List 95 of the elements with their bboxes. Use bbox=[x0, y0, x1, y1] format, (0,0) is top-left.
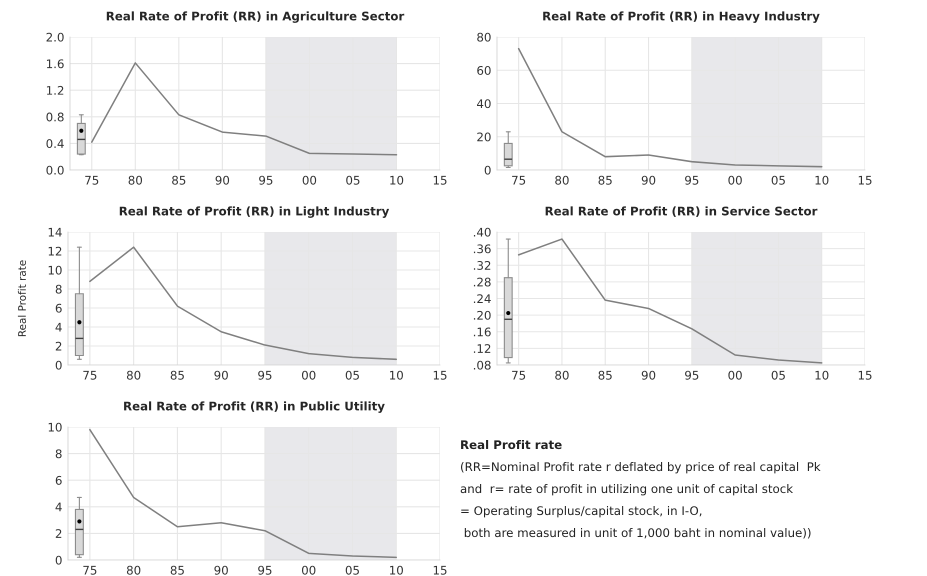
x-tick-label: 05 bbox=[346, 370, 359, 380]
x-tick-label: 90 bbox=[214, 370, 228, 380]
x-tick-label: 85 bbox=[598, 370, 612, 380]
y-tick-label: 20 bbox=[477, 132, 491, 142]
chart-title: Real Rate of Profit (RR) in Agriculture Sector bbox=[106, 11, 404, 23]
x-tick-label: 85 bbox=[598, 176, 612, 185]
x-tick-label: 95 bbox=[685, 176, 698, 185]
text: = Operating Surplus/capital stock, in I-O, bbox=[461, 506, 702, 518]
y-tick-label: .32 bbox=[474, 260, 490, 270]
y-tick-label: 2 bbox=[56, 342, 62, 350]
y-tick-label: .08 bbox=[474, 360, 491, 370]
x-tick-label: 00 bbox=[302, 566, 316, 575]
line-series bbox=[89, 428, 397, 558]
x-tick-label: 10 bbox=[390, 370, 403, 380]
x-tick-label: 10 bbox=[815, 176, 828, 185]
x-tick-label: 95 bbox=[685, 370, 698, 380]
line-series bbox=[518, 238, 822, 364]
y-tick-label: .40 bbox=[474, 228, 491, 237]
x-tick-label: 15 bbox=[434, 370, 446, 380]
text: (RR=Nominal Profit rate r deflated by price of real capital Pk bbox=[461, 462, 821, 474]
y-tick-label: 40 bbox=[477, 99, 491, 108]
x-tick-label: 00 bbox=[302, 370, 316, 380]
y-tick-label: 80 bbox=[477, 32, 491, 42]
x-tick-label: 80 bbox=[555, 176, 569, 185]
x-tick-label: 75 bbox=[512, 176, 526, 185]
y-tick-label: 0.0 bbox=[46, 166, 64, 175]
y-tick-label: 8 bbox=[56, 449, 62, 458]
y-tick-label: .28 bbox=[474, 278, 491, 287]
x-tick-label: 90 bbox=[642, 176, 656, 185]
y-tick-label: 60 bbox=[477, 66, 491, 75]
x-tick-label: 90 bbox=[216, 176, 230, 185]
y-tick-label: .16 bbox=[474, 327, 491, 336]
x-tick-label: 75 bbox=[512, 370, 526, 380]
x-tick-label: 05 bbox=[772, 176, 785, 185]
x-tick-label: 05 bbox=[772, 370, 785, 380]
y-tick-label: 0.8 bbox=[46, 112, 64, 122]
y-tick-label: 2.0 bbox=[46, 32, 64, 42]
y-tick-label: 1.6 bbox=[46, 59, 64, 68]
y-tick-label: 0 bbox=[56, 360, 62, 370]
x-tick-label: 75 bbox=[83, 566, 96, 575]
y-tick-label: 0 bbox=[56, 556, 62, 565]
x-tick-label: 15 bbox=[434, 566, 446, 575]
x-tick-label: 00 bbox=[728, 176, 742, 185]
x-tick-label: 80 bbox=[126, 370, 140, 380]
x-tick-label: 80 bbox=[128, 176, 142, 185]
y-tick-label: 2 bbox=[56, 529, 62, 538]
y-tick-label: .20 bbox=[474, 310, 491, 320]
chart-title: Real Rate of Profit (RR) in Public Utility bbox=[124, 401, 385, 413]
x-tick-label: 10 bbox=[815, 370, 828, 380]
line-series bbox=[89, 246, 397, 360]
x-tick-label: 90 bbox=[642, 370, 656, 380]
x-tick-label: 95 bbox=[259, 176, 272, 185]
x-tick-label: 85 bbox=[170, 370, 184, 380]
line-series bbox=[91, 62, 398, 156]
x-tick-label: 75 bbox=[83, 370, 96, 380]
y-tick-label: 1.2 bbox=[46, 86, 64, 95]
text: both are measured in unit of 1,000 baht in nominal value)) bbox=[464, 528, 811, 539]
y-tick-label: 12 bbox=[48, 246, 62, 256]
line-series bbox=[518, 48, 822, 168]
x-tick-label: 15 bbox=[858, 370, 872, 380]
chart-title: Real Rate of Profit (RR) in Light Industry bbox=[120, 206, 390, 218]
x-tick-label: 10 bbox=[390, 566, 403, 575]
y-tick-label: 4 bbox=[56, 322, 62, 332]
y-tick-label: .24 bbox=[474, 294, 491, 303]
x-tick-label: 15 bbox=[858, 176, 872, 185]
y-tick-label: .36 bbox=[474, 244, 491, 254]
y-tick-label: 0.4 bbox=[46, 139, 64, 148]
text: Real Profit rate bbox=[461, 440, 562, 450]
y-tick-label: 8 bbox=[56, 284, 62, 294]
chart-title: Real Rate of Profit (RR) in Service Sector bbox=[546, 206, 818, 217]
x-tick-label: 05 bbox=[346, 566, 359, 575]
x-tick-label: 95 bbox=[258, 566, 272, 575]
y-tick-label: 6 bbox=[56, 476, 62, 485]
y-tick-label: 14 bbox=[48, 228, 62, 236]
x-tick-label: 80 bbox=[126, 566, 140, 575]
y-tick-label: 0 bbox=[484, 166, 491, 175]
y-tick-label: 6 bbox=[56, 304, 62, 313]
x-tick-label: 10 bbox=[390, 176, 404, 185]
x-tick-label: 85 bbox=[170, 566, 184, 575]
x-tick-label: 75 bbox=[85, 176, 98, 185]
text: and r= rate of profit in utilizing one unit of capital stock bbox=[460, 484, 794, 496]
x-tick-label: 90 bbox=[214, 566, 228, 575]
x-tick-label: 15 bbox=[434, 176, 446, 185]
y-tick-label: 4 bbox=[56, 502, 62, 512]
x-tick-label: 00 bbox=[728, 370, 742, 380]
y-tick-label: 10 bbox=[48, 422, 62, 432]
x-tick-label: 80 bbox=[555, 370, 569, 380]
y-tick-label: .12 bbox=[474, 344, 490, 353]
y-tick-label: 10 bbox=[48, 266, 62, 275]
x-tick-label: 95 bbox=[258, 370, 272, 380]
x-tick-label: 05 bbox=[346, 176, 360, 185]
x-tick-label: 85 bbox=[172, 176, 186, 185]
x-tick-label: 00 bbox=[302, 176, 316, 185]
chart-title: Real Rate of Profit (RR) in Heavy Industry bbox=[543, 11, 820, 23]
y-axis-title: Real Profit rate bbox=[18, 260, 26, 336]
